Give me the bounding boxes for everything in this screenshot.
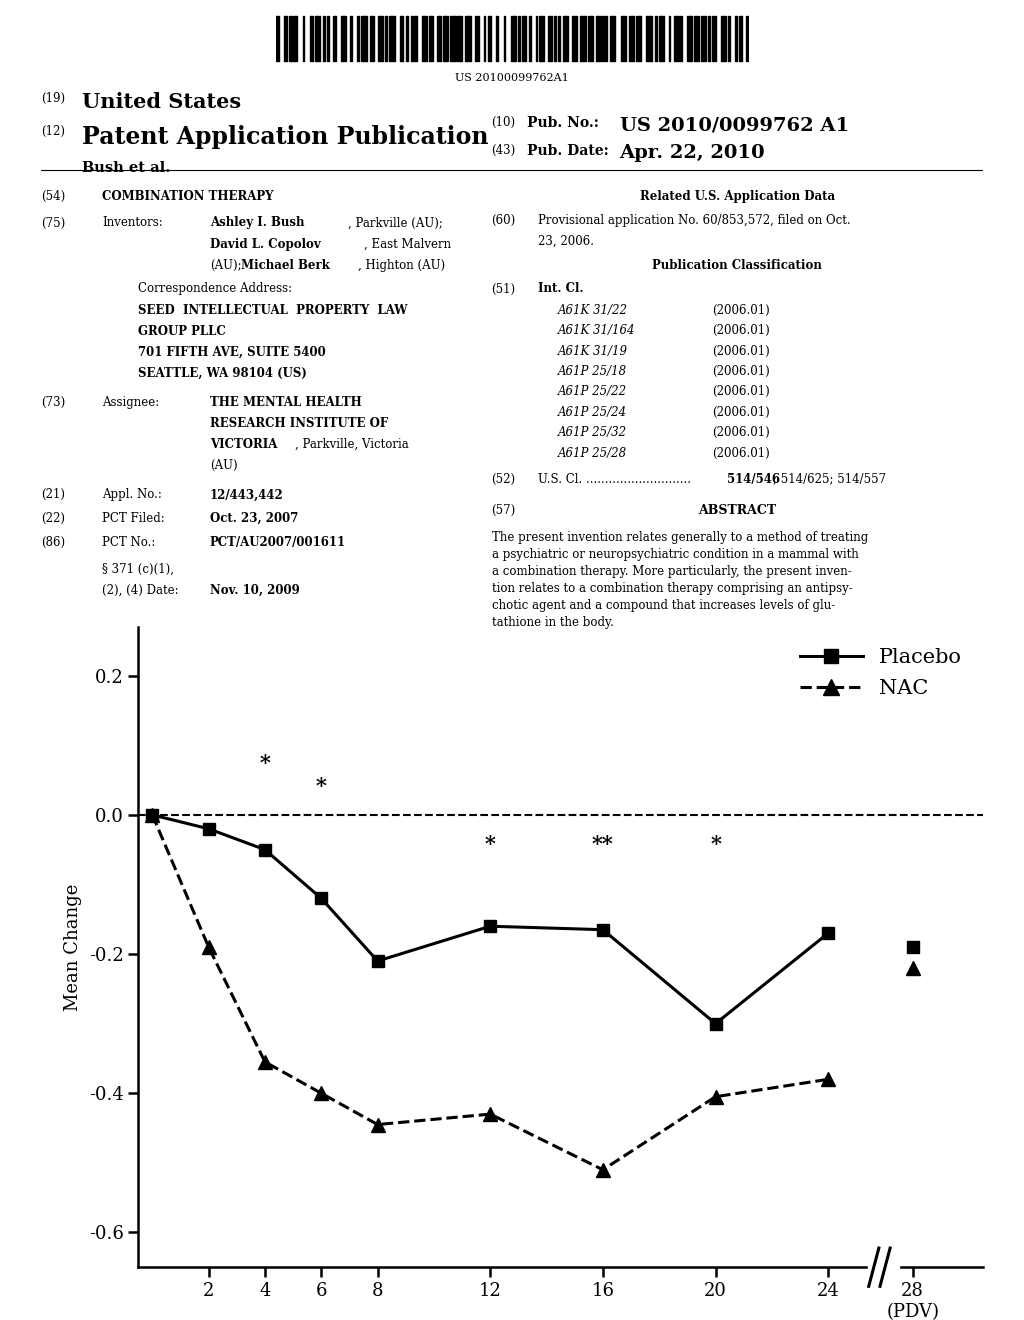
Text: *: *: [259, 752, 270, 772]
Text: (51): (51): [492, 282, 516, 296]
Text: Michael Berk: Michael Berk: [241, 259, 330, 272]
Text: VICTORIA: VICTORIA: [210, 438, 278, 451]
Text: (2006.01): (2006.01): [712, 345, 769, 358]
Text: (2006.01): (2006.01): [712, 323, 769, 337]
Text: (2006.01): (2006.01): [712, 385, 769, 399]
Text: (12): (12): [41, 125, 65, 139]
Text: , Parkville (AU);: , Parkville (AU);: [348, 216, 443, 230]
Text: (52): (52): [492, 473, 516, 486]
Text: , Parkville, Victoria: , Parkville, Victoria: [295, 438, 409, 451]
Text: Nov. 10, 2009: Nov. 10, 2009: [210, 583, 300, 597]
Text: (2006.01): (2006.01): [712, 407, 769, 418]
Text: *: *: [315, 776, 327, 796]
Text: A61P 25/18: A61P 25/18: [558, 364, 628, 378]
Text: (2006.01): (2006.01): [712, 304, 769, 317]
Text: Oct. 23, 2007: Oct. 23, 2007: [210, 512, 298, 525]
Text: Publication Classification: Publication Classification: [652, 259, 822, 272]
Text: Provisional application No. 60/853,572, filed on Oct.: Provisional application No. 60/853,572, …: [538, 214, 850, 227]
Text: Appl. No.:: Appl. No.:: [102, 488, 162, 502]
Text: Related U.S. Application Data: Related U.S. Application Data: [640, 190, 835, 203]
Text: A61P 25/22: A61P 25/22: [558, 385, 628, 399]
Text: (57): (57): [492, 504, 516, 517]
Text: (43): (43): [492, 144, 516, 157]
Text: § 371 (c)(1),: § 371 (c)(1),: [102, 562, 174, 576]
Text: , East Malvern: , East Malvern: [364, 238, 451, 251]
Text: PCT/AU2007/001611: PCT/AU2007/001611: [210, 536, 346, 549]
Text: United States: United States: [82, 92, 241, 112]
Text: (60): (60): [492, 214, 516, 227]
Legend: Placebo, NAC: Placebo, NAC: [790, 638, 973, 709]
Text: (75): (75): [41, 216, 66, 230]
Text: (2), (4) Date:: (2), (4) Date:: [102, 583, 179, 597]
Text: (2006.01): (2006.01): [712, 426, 769, 440]
Text: 23, 2006.: 23, 2006.: [538, 235, 594, 248]
Text: Ashley I. Bush: Ashley I. Bush: [210, 216, 304, 230]
Text: PCT No.:: PCT No.:: [102, 536, 156, 549]
Text: (10): (10): [492, 116, 516, 129]
Text: (19): (19): [41, 92, 66, 106]
Text: RESEARCH INSTITUTE OF: RESEARCH INSTITUTE OF: [210, 417, 388, 430]
Text: Apr. 22, 2010: Apr. 22, 2010: [620, 144, 765, 162]
Text: Pub. Date:: Pub. Date:: [527, 144, 609, 158]
Text: , Highton (AU): , Highton (AU): [358, 259, 445, 272]
Text: Inventors:: Inventors:: [102, 216, 163, 230]
Text: 12/443,442: 12/443,442: [210, 488, 284, 502]
Text: A61P 25/24: A61P 25/24: [558, 407, 628, 418]
Text: (2006.01): (2006.01): [712, 364, 769, 378]
Text: (AU);: (AU);: [210, 259, 242, 272]
Text: U.S. Cl. ............................: U.S. Cl. ............................: [538, 473, 690, 486]
Text: *: *: [710, 834, 721, 854]
Text: GROUP PLLC: GROUP PLLC: [138, 325, 226, 338]
Text: SEATTLE, WA 98104 (US): SEATTLE, WA 98104 (US): [138, 367, 307, 380]
Text: (86): (86): [41, 536, 66, 549]
Text: THE MENTAL HEALTH: THE MENTAL HEALTH: [210, 396, 361, 409]
Text: A61K 31/19: A61K 31/19: [558, 345, 628, 358]
Text: A61K 31/164: A61K 31/164: [558, 323, 636, 337]
Text: A61P 25/32: A61P 25/32: [558, 426, 628, 440]
Y-axis label: Mean Change: Mean Change: [63, 883, 82, 1011]
Text: Assignee:: Assignee:: [102, 396, 160, 409]
Text: **: **: [592, 834, 613, 854]
Bar: [867, 1246, 898, 1295]
Text: (AU): (AU): [210, 459, 238, 473]
Text: Patent Application Publication: Patent Application Publication: [82, 125, 488, 149]
Text: A61K 31/22: A61K 31/22: [558, 304, 628, 317]
Text: (2006.01): (2006.01): [712, 446, 769, 459]
Text: US 20100099762A1: US 20100099762A1: [455, 73, 569, 83]
Text: The present invention relates generally to a method of treating
a psychiatric or: The present invention relates generally …: [492, 531, 867, 628]
Text: *: *: [484, 834, 496, 854]
Text: 514/546: 514/546: [727, 473, 780, 486]
Text: (73): (73): [41, 396, 66, 409]
Text: 701 FIFTH AVE, SUITE 5400: 701 FIFTH AVE, SUITE 5400: [138, 346, 326, 359]
Text: Int. Cl.: Int. Cl.: [538, 282, 583, 296]
Text: US 2010/0099762 A1: US 2010/0099762 A1: [620, 116, 849, 135]
Text: ; 514/625; 514/557: ; 514/625; 514/557: [773, 473, 886, 486]
Text: COMBINATION THERAPY: COMBINATION THERAPY: [102, 190, 273, 203]
Text: (21): (21): [41, 488, 65, 502]
Text: Correspondence Address:: Correspondence Address:: [138, 282, 293, 296]
Text: SEED  INTELLECTUAL  PROPERTY  LAW: SEED INTELLECTUAL PROPERTY LAW: [138, 304, 408, 317]
Text: ABSTRACT: ABSTRACT: [698, 504, 776, 517]
Text: (54): (54): [41, 190, 66, 203]
Text: Bush et al.: Bush et al.: [82, 161, 170, 176]
Text: PCT Filed:: PCT Filed:: [102, 512, 165, 525]
Text: A61P 25/28: A61P 25/28: [558, 446, 628, 459]
Text: (22): (22): [41, 512, 65, 525]
Text: Pub. No.:: Pub. No.:: [527, 116, 599, 131]
Text: David L. Copolov: David L. Copolov: [210, 238, 321, 251]
